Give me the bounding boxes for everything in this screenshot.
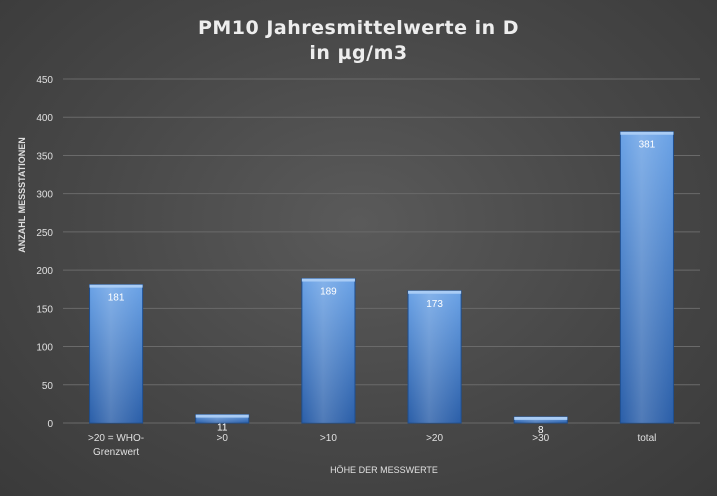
bar-highlight: [408, 290, 462, 423]
y-tick-label: 300: [36, 190, 53, 201]
y-tick-label: 100: [36, 343, 53, 354]
chart-title-line-1: PM10 Jahresmittelwerte in D: [197, 17, 520, 39]
bar-top-edge: [408, 290, 462, 294]
data-label: 11: [217, 423, 228, 434]
bar-highlight: [195, 414, 249, 423]
data-label: 381: [639, 140, 656, 151]
x-tick-label: >10: [320, 433, 337, 444]
bar-top-edge: [301, 278, 355, 282]
y-tick-label: 450: [36, 75, 53, 86]
bar-highlight: [514, 416, 568, 423]
y-tick-label: 0: [47, 419, 53, 430]
data-label: 189: [320, 287, 337, 298]
x-axis-label: HÖHE DER MESSWERTE: [330, 465, 438, 475]
y-tick-label: 50: [42, 381, 54, 392]
bar-highlight: [89, 284, 143, 423]
data-label: 181: [108, 293, 125, 304]
data-label: 8: [538, 425, 544, 436]
bar-top-edge: [89, 284, 143, 288]
x-tick-label: Grenzwert: [93, 447, 139, 458]
y-axis-label: ANZAHL MESSSTATIONEN: [17, 137, 27, 253]
bar-highlight: [301, 278, 355, 423]
bar-highlight: [620, 131, 674, 423]
y-tick-label: 150: [36, 304, 53, 315]
x-tick-label: >20: [426, 433, 443, 444]
x-tick-label: total: [637, 433, 656, 444]
chart-title-line-2: in µg/m3: [309, 42, 408, 64]
y-tick-label: 250: [36, 228, 53, 239]
y-tick-label: 200: [36, 266, 53, 277]
x-tick-label: >0: [217, 433, 229, 444]
bar-top-edge: [195, 414, 249, 418]
data-label: 173: [426, 299, 443, 310]
bar-top-edge: [620, 131, 674, 135]
x-tick-label: >20 = WHO-: [88, 433, 144, 444]
y-tick-label: 400: [36, 113, 53, 124]
y-tick-label: 350: [36, 151, 53, 162]
bar-top-edge: [514, 416, 568, 420]
x-tick-label: >30: [532, 433, 549, 444]
